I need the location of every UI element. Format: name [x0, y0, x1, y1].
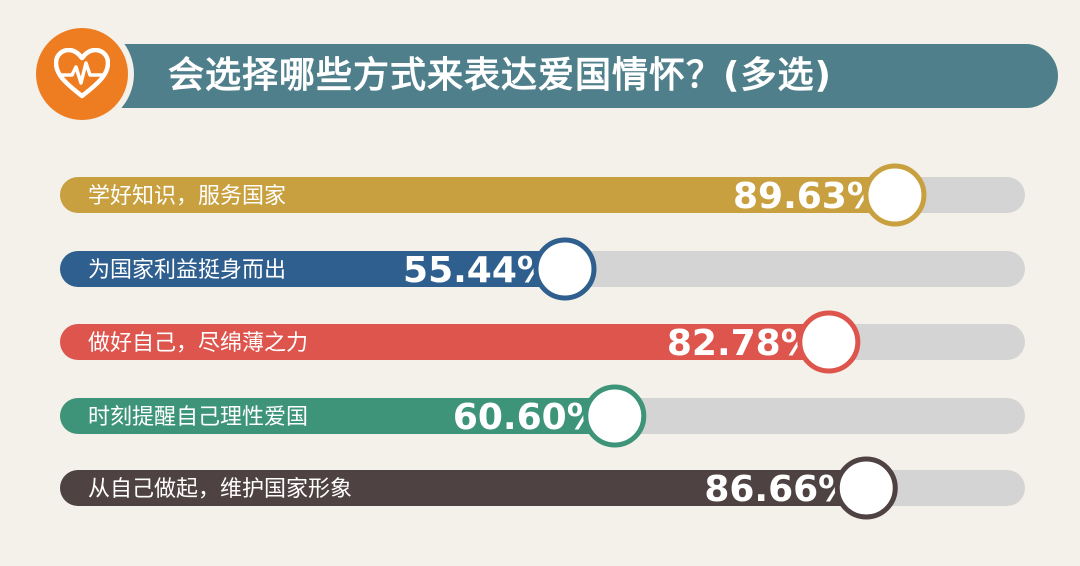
bar: [60, 398, 645, 434]
data-label: 89.63%: [733, 176, 883, 217]
category-label: 学好知识，服务国家: [88, 184, 286, 209]
bar-end-marker: [863, 163, 927, 227]
category-label: 时刻提醒自己理性爱国: [88, 405, 308, 430]
heart-pulse-icon-graphic: [54, 48, 110, 99]
bar-end-marker: [834, 456, 898, 520]
bar: [60, 470, 897, 506]
bar: [60, 177, 925, 213]
bar-end-marker: [533, 237, 597, 301]
heart-pulse-icon: [36, 28, 128, 120]
bar-end-marker: [583, 384, 647, 448]
data-label: 86.66%: [704, 469, 854, 510]
bar: [60, 251, 595, 287]
category-label: 做好自己，尽绵薄之力: [88, 331, 308, 356]
bar-end-marker: [797, 310, 861, 374]
category-label: 为国家利益挺身而出: [88, 258, 286, 283]
title-banner: [70, 44, 1058, 108]
data-label: 60.60%: [453, 397, 603, 438]
bar: [60, 324, 859, 360]
category-label: 从自己做起，维护国家形象: [88, 477, 352, 502]
data-label: 82.78%: [667, 323, 817, 364]
data-label: 55.44%: [403, 250, 553, 291]
title-badge: [30, 22, 134, 126]
chart-title: 会选择哪些方式来表达爱国情怀？(多选): [168, 55, 832, 96]
